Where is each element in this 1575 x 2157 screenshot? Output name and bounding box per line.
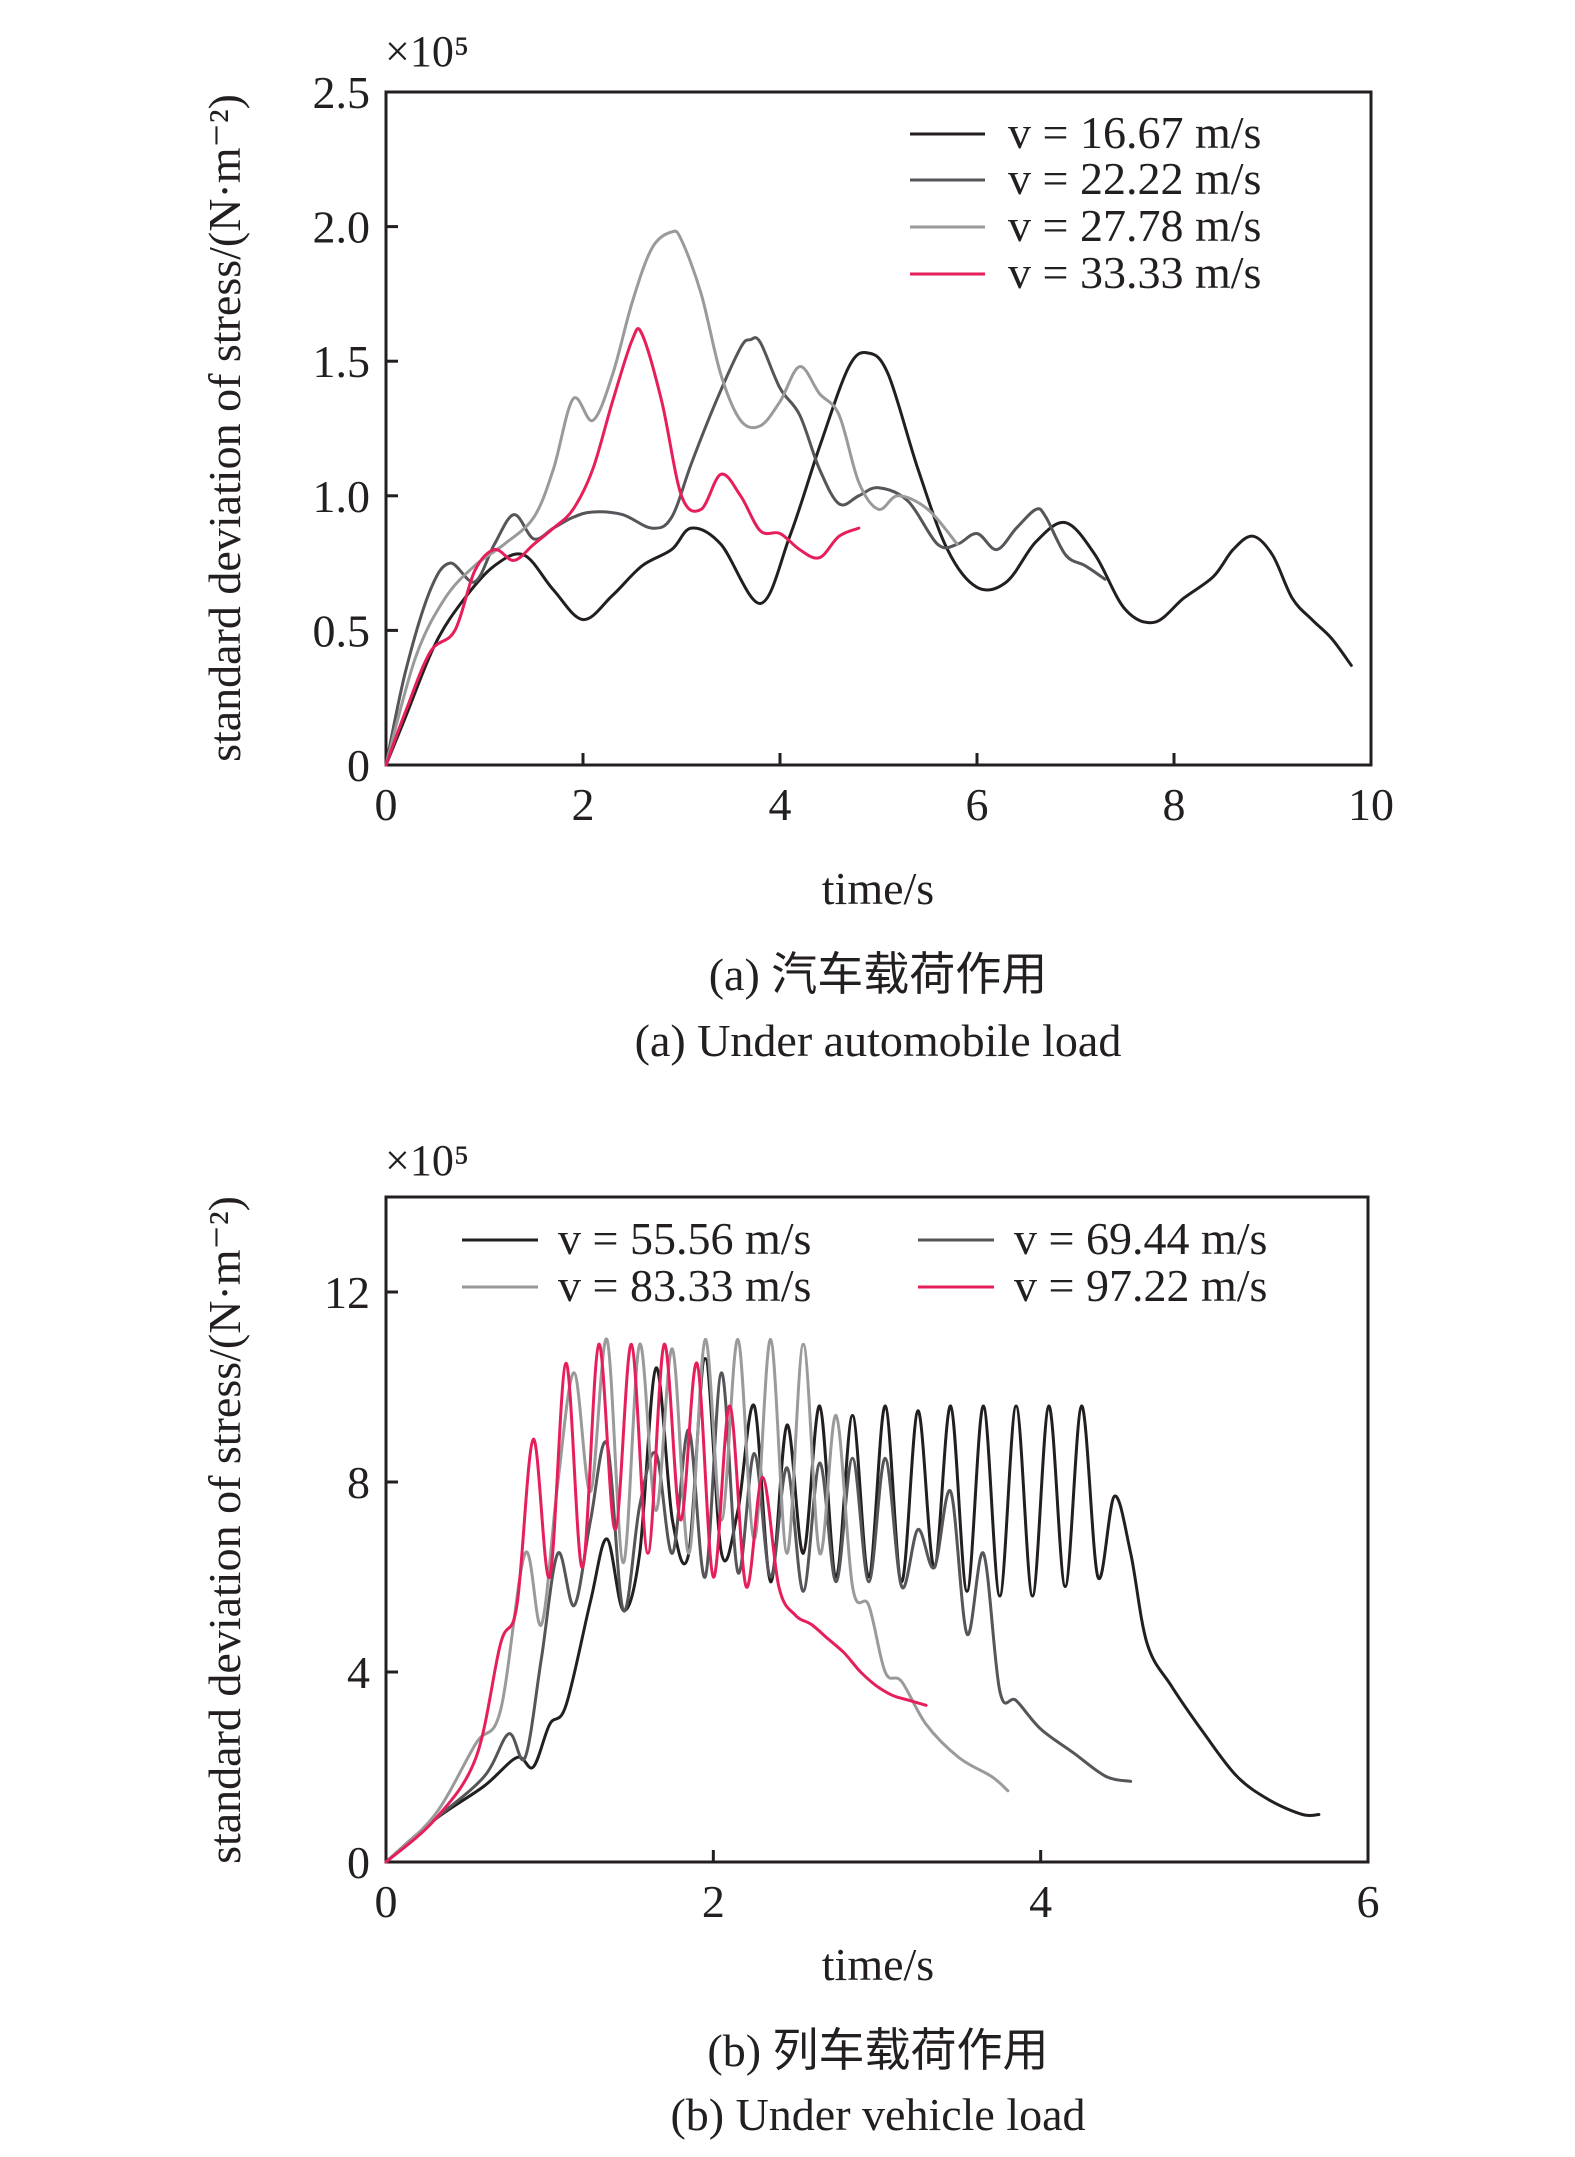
chart-a-legend-label-2: v = 22.22 m/s <box>1008 153 1261 204</box>
chart-a-legend-label-3: v = 27.78 m/s <box>1008 200 1261 251</box>
b-x-tick-label: 2 <box>702 1876 725 1927</box>
chart-a-y-ticks: 0 0.5 1.0 1.5 2.0 2.5 <box>313 67 398 791</box>
chart-a-caption-en: (a) Under automobile load <box>635 1015 1122 1066</box>
a-series-line-4 <box>384 327 861 767</box>
b-series-line-4 <box>384 1342 928 1864</box>
a-y-tick-label: 2.0 <box>313 202 371 253</box>
a-x-tick-label: 2 <box>572 779 595 830</box>
b-y-tick-label: 4 <box>347 1647 370 1698</box>
chart-b-y-axis-label: standard deviation of stress/(N·m⁻²) <box>199 1196 250 1864</box>
chart-a-y-axis-label: standard deviation of stress/(N·m⁻²) <box>199 94 250 762</box>
b-series-line-1 <box>384 1357 1321 1864</box>
chart-b-series <box>384 1337 1321 1864</box>
chart-b-legend-label-3: v = 83.33 m/s <box>558 1260 811 1311</box>
chart-a: ×10⁵ 0 2 4 6 8 10 0 0.5 1.0 1.5 2.0 2.5 standard d… <box>199 27 1394 1066</box>
chart-a-x-ticks: 0 2 4 6 8 10 <box>375 753 1394 830</box>
chart-b-caption-cn: (b) 列车载荷作用 <box>707 2025 1048 2076</box>
b-y-tick-label: 0 <box>347 1837 370 1888</box>
a-x-tick-label: 0 <box>375 779 398 830</box>
chart-b-y-multiplier: ×10⁵ <box>385 1136 469 1185</box>
chart-b-x-axis-label: time/s <box>822 1939 934 1990</box>
chart-a-legend: v = 16.67 m/s v = 22.22 m/s v = 27.78 m/… <box>910 107 1261 298</box>
a-series-line-1 <box>384 350 1353 767</box>
b-series-line-2 <box>384 1371 1133 1864</box>
chart-b-legend-label-2: v = 69.44 m/s <box>1014 1213 1267 1264</box>
b-x-tick-label: 0 <box>375 1876 398 1927</box>
chart-b-plot-frame <box>384 1195 1370 1864</box>
chart-a-y-multiplier: ×10⁵ <box>385 27 469 76</box>
chart-b-legend-label-1: v = 55.56 m/s <box>558 1213 811 1264</box>
chart-b-legend: v = 55.56 m/s v = 69.44 m/s v = 83.33 m/… <box>462 1213 1267 1311</box>
b-x-tick-label: 6 <box>1357 1876 1380 1927</box>
chart-a-legend-label-4: v = 33.33 m/s <box>1008 247 1261 298</box>
a-y-tick-label: 0.5 <box>313 605 371 656</box>
b-x-tick-label: 4 <box>1029 1876 1052 1927</box>
chart-b-caption-en: (b) Under vehicle load <box>670 2089 1085 2140</box>
a-x-tick-label: 4 <box>769 779 792 830</box>
chart-b-y-ticks: 0 4 8 12 <box>324 1267 398 1888</box>
a-y-tick-label: 1.5 <box>313 336 371 387</box>
chart-b-x-ticks: 0 2 4 6 <box>375 1850 1380 1927</box>
a-x-tick-label: 8 <box>1163 779 1186 830</box>
a-series-line-3 <box>384 229 959 767</box>
a-y-tick-label: 0 <box>347 740 370 791</box>
chart-a-x-axis-label: time/s <box>822 863 934 914</box>
a-x-tick-label: 6 <box>966 779 989 830</box>
b-y-tick-label: 8 <box>347 1457 370 1508</box>
chart-b: ×10⁵ 0 2 4 6 0 4 8 12 standard deviation of st… <box>199 1136 1380 2140</box>
chart-a-caption-cn: (a) 汽车载荷作用 <box>709 949 1048 1000</box>
a-y-tick-label: 1.0 <box>313 471 371 522</box>
chart-a-legend-label-1: v = 16.67 m/s <box>1008 107 1261 158</box>
chart-b-legend-label-4: v = 97.22 m/s <box>1014 1260 1267 1311</box>
chart-a-plot-frame <box>384 90 1373 767</box>
a-series-line-2 <box>384 336 1107 767</box>
a-x-tick-label: 10 <box>1348 779 1394 830</box>
chart-a-series <box>384 229 1353 767</box>
b-y-tick-label: 12 <box>324 1267 370 1318</box>
a-y-tick-label: 2.5 <box>313 67 371 118</box>
